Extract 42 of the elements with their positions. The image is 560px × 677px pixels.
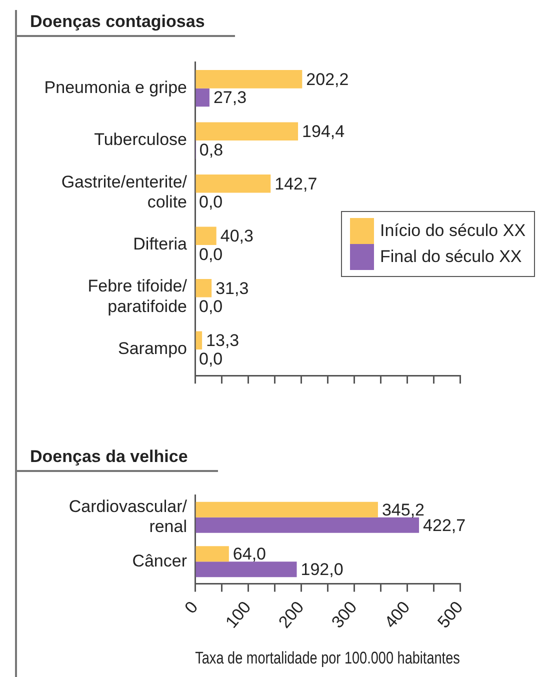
data-label: 13,3 bbox=[206, 331, 240, 350]
bar bbox=[196, 70, 302, 88]
bar bbox=[196, 88, 210, 107]
data-label: 27,3 bbox=[213, 88, 247, 108]
data-label: 0,0 bbox=[199, 244, 223, 264]
bar bbox=[196, 331, 202, 350]
bar bbox=[196, 174, 271, 193]
data-label: 422,7 bbox=[423, 516, 466, 535]
chart-title: Doenças contagiosas bbox=[17, 12, 235, 37]
data-label: 0,8 bbox=[199, 140, 224, 160]
x-tick-label: 200 bbox=[274, 598, 308, 632]
bar bbox=[196, 226, 216, 246]
y-tick-label: Câncer bbox=[132, 551, 188, 570]
data-label: 192,0 bbox=[300, 560, 344, 580]
y-tick-label: Febre tifoide/ paratifoide bbox=[88, 276, 188, 316]
bar bbox=[196, 122, 298, 141]
data-label: 202,2 bbox=[306, 70, 349, 89]
data-label: 40,3 bbox=[220, 226, 254, 246]
y-tick-label: Cardiovascular/ renal bbox=[68, 496, 188, 536]
data-label: 64,0 bbox=[232, 544, 266, 564]
x-tick-label: 300 bbox=[328, 598, 361, 632]
data-label: 0,0 bbox=[199, 297, 223, 316]
data-label: 0,0 bbox=[199, 192, 223, 212]
data-label: 345,2 bbox=[382, 500, 425, 520]
y-tick-label: Gastrite/enterite/ colite bbox=[61, 172, 188, 212]
chart-title: Doenças da velhice bbox=[17, 447, 218, 472]
data-label: 0,0 bbox=[199, 349, 223, 368]
x-tick-label: 0 bbox=[181, 598, 202, 618]
y-tick-label: Tuberculose bbox=[94, 130, 187, 150]
legend-label: Início do século XX bbox=[380, 220, 526, 241]
bar bbox=[196, 278, 212, 298]
x-tick-label: 100 bbox=[222, 598, 255, 632]
legend-label: Final do século XX bbox=[380, 246, 522, 267]
data-label: 31,3 bbox=[216, 278, 249, 298]
y-tick-label: Difteria bbox=[133, 234, 188, 254]
x-tick-label: 500 bbox=[434, 598, 467, 632]
data-label: 142,7 bbox=[274, 174, 318, 194]
y-tick-label: Pneumonia e gripe bbox=[44, 78, 187, 98]
data-label: 194,4 bbox=[302, 122, 345, 142]
x-axis-title: Taxa de mortalidade por 100.000 habitantes bbox=[195, 649, 460, 668]
x-tick-label: 400 bbox=[380, 598, 414, 632]
y-tick-label: Sarampo bbox=[118, 339, 187, 358]
